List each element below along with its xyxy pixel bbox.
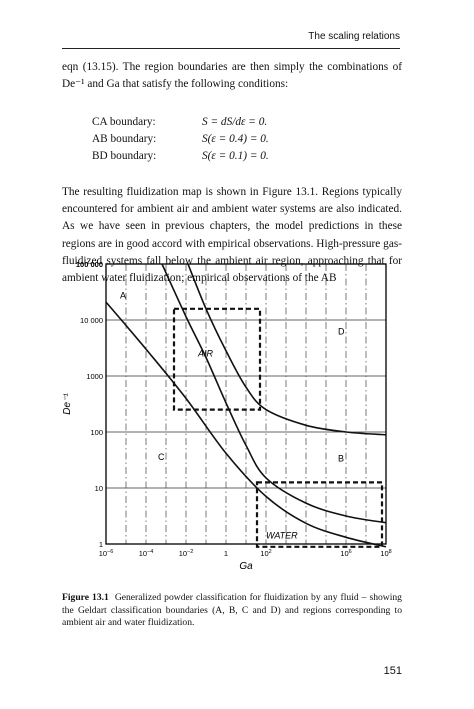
- condition-ca: CA boundary: S = dS/dε = 0.: [92, 116, 342, 133]
- intro-paragraph: eqn (13.15). The region boundaries are t…: [62, 61, 402, 91]
- plot-frame: [105, 263, 387, 545]
- region-label: D: [338, 327, 345, 337]
- x-tick-label: 10−6: [99, 549, 114, 558]
- region-box: [255, 481, 384, 548]
- condition-label: CA boundary:: [92, 116, 156, 128]
- figure-label: Figure 13.1: [62, 592, 109, 603]
- condition-expression: S(ε = 0.1) = 0.: [202, 150, 269, 162]
- region-box-label: AIR: [197, 348, 214, 358]
- figure-caption: Figure 13.1 Generalized powder classifica…: [62, 592, 402, 630]
- fluidization-map-chart: 1 10 100 1000 10 000 100 000 10−6 10−4 10−2 1 102 1…: [62, 260, 392, 572]
- chart-boundary-curves: [105, 263, 387, 548]
- region-label: C: [158, 452, 165, 462]
- boundary-curve: [187, 263, 387, 436]
- condition-expression: S = dS/dε = 0.: [202, 116, 268, 128]
- boundary-curve: [161, 263, 387, 524]
- region-box: [172, 307, 262, 411]
- region-label: B: [338, 454, 344, 464]
- condition-ab: AB boundary: S(ε = 0.4) = 0.: [92, 133, 342, 150]
- y-tick-label: 10 000: [80, 316, 103, 325]
- y-tick-label: 100: [90, 428, 103, 437]
- condition-label: AB boundary:: [92, 133, 157, 145]
- running-head: The scaling relations: [62, 30, 400, 49]
- y-tick-label: 1: [99, 540, 103, 549]
- chart-grid: [106, 264, 386, 544]
- page-number: 151: [383, 665, 402, 677]
- running-title: The scaling relations: [308, 31, 400, 42]
- chart-region-boxes: [172, 307, 384, 548]
- x-tick-label: 102: [260, 549, 271, 558]
- x-tick-label: 1: [224, 549, 228, 558]
- condition-expression: S(ε = 0.4) = 0.: [202, 133, 269, 145]
- region-box-label: WATER: [266, 530, 298, 540]
- y-tick-label: 100 000: [76, 260, 103, 269]
- y-axis-label: De⁻¹: [62, 393, 73, 415]
- boundary-curve: [105, 301, 387, 548]
- figure-caption-text: Generalized powder classification for fl…: [62, 592, 402, 628]
- condition-bd: BD boundary: S(ε = 0.1) = 0.: [92, 150, 342, 167]
- x-axis-label: Ga: [239, 561, 253, 572]
- x-tick-label: 10−2: [179, 549, 194, 558]
- x-tick-label: 10−4: [139, 549, 154, 558]
- x-tick-label: 108: [380, 549, 391, 558]
- y-tick-label: 1000: [86, 372, 103, 381]
- chart-labels: AIR WATER A C D B: [120, 291, 345, 541]
- region-label: A: [120, 291, 126, 301]
- y-tick-label: 10: [95, 484, 103, 493]
- chart-ticks: 1 10 100 1000 10 000 100 000 10−6 10−4 10−2 1 102 1…: [76, 260, 392, 558]
- x-tick-label: 106: [340, 549, 351, 558]
- condition-label: BD boundary:: [92, 150, 157, 162]
